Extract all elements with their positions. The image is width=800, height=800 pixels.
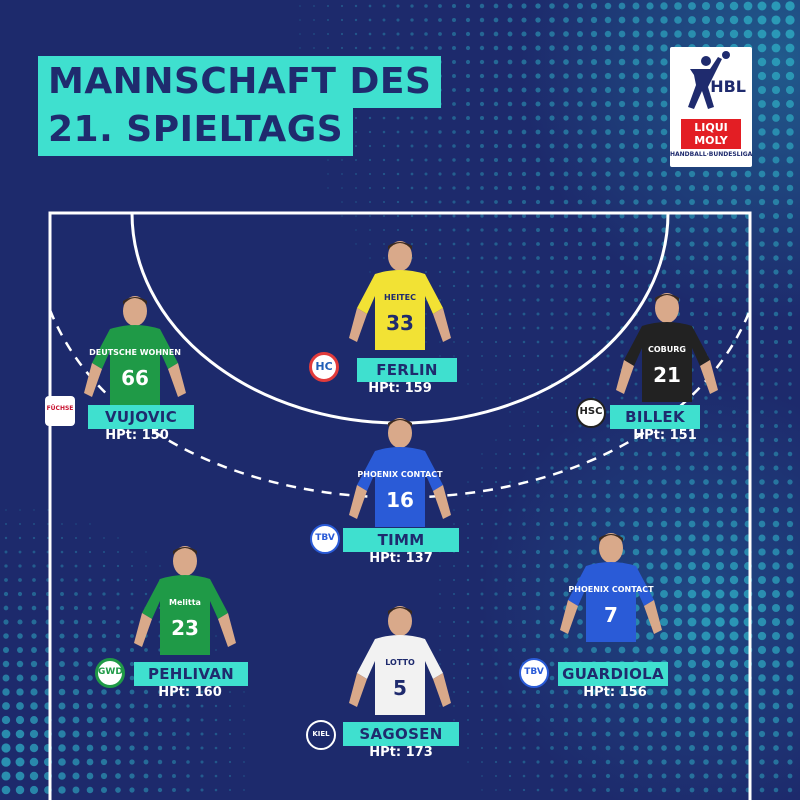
jersey-number: 21	[653, 363, 681, 387]
player-jersey	[357, 447, 443, 527]
player-arms	[349, 308, 451, 342]
handball-player-icon	[688, 51, 730, 109]
club-logo-fuchse-berlin: FÜCHSE	[45, 396, 75, 426]
hbl-wordmark: HBL	[710, 77, 746, 96]
player-guardiola: PHOENIX CONTACT 7	[556, 530, 666, 650]
player-jersey	[92, 325, 178, 405]
jersey-sponsor: COBURG	[648, 345, 686, 354]
jersey-sponsor: DEUTSCHE WOHNEN	[89, 348, 181, 357]
player-arms	[560, 600, 662, 634]
player-jersey	[357, 635, 443, 715]
liqui-moly-mark: LIQUI MOLY	[681, 119, 741, 149]
nametag-vujovic: VUJOVIC	[88, 405, 194, 429]
club-logo-mark: HC	[315, 360, 333, 373]
player-figure: Melitta 23	[134, 546, 236, 655]
player-figure: PHOENIX CONTACT 16	[349, 418, 451, 527]
points-vujovic: HPt: 150	[105, 428, 169, 443]
jersey-number: 66	[121, 366, 149, 390]
club-logo-thw-kiel: KIEL	[306, 720, 336, 750]
jersey-number: 33	[386, 311, 414, 335]
points-timm: HPt: 137	[369, 551, 433, 566]
nametag-ferlin: FERLIN	[357, 358, 457, 382]
logo-caption: HANDBALL·BUNDESLIGA	[670, 151, 753, 158]
points-pehlivan: HPt: 160	[158, 685, 222, 700]
player-head	[388, 418, 412, 448]
jersey-sponsor: LOTTO	[385, 658, 415, 667]
club-logo-mark: HSC	[579, 406, 603, 417]
player-vujovic: DEUTSCHE WOHNEN 66	[80, 293, 190, 413]
nametag-pehlivan: PEHLIVAN	[134, 662, 248, 686]
player-pehlivan: Melitta 23	[130, 543, 240, 663]
player-figure: PHOENIX CONTACT 7	[560, 533, 662, 642]
player-head	[655, 293, 679, 323]
hbl-logo: HBL LIQUI MOLY HANDBALL·BUNDESLIGA	[670, 47, 752, 167]
player-jersey	[142, 575, 228, 655]
points-ferlin: HPt: 159	[368, 381, 432, 396]
club-logo-mark: GWD	[98, 667, 123, 677]
club-logo-mark: FÜCHSE	[46, 405, 74, 412]
player-figure: COBURG 21	[616, 293, 718, 402]
points-sagosen: HPt: 173	[369, 745, 433, 760]
club-logo-hsc-coburg: HSC	[576, 398, 606, 428]
player-ferlin: HEITEC 33	[345, 238, 455, 358]
jersey-sponsor: Melitta	[169, 598, 201, 607]
player-jersey	[568, 562, 654, 642]
nametag-sagosen: SAGOSEN	[343, 722, 459, 746]
player-figure: DEUTSCHE WOHNEN 66	[84, 296, 186, 405]
player-figure: LOTTO 5	[349, 606, 451, 715]
player-jersey	[357, 270, 443, 350]
club-logo-hc-erlangen: HC	[309, 352, 339, 382]
player-billek: COBURG 21	[612, 290, 722, 410]
jersey-number: 5	[393, 676, 407, 700]
nametag-timm: TIMM	[343, 528, 459, 552]
player-head	[173, 546, 197, 576]
player-head	[388, 606, 412, 636]
player-sagosen: LOTTO 5	[345, 603, 455, 723]
club-logo-tbv-lemgo: TBV	[519, 658, 549, 688]
jersey-number: 23	[171, 616, 199, 640]
club-logo-tbv-lemgo: TBV	[310, 524, 340, 554]
player-timm: PHOENIX CONTACT 16	[345, 415, 455, 535]
jersey-sponsor: HEITEC	[384, 293, 416, 302]
nametag-billek: BILLEK	[610, 405, 700, 429]
player-arms	[349, 485, 451, 519]
player-figure: HEITEC 33	[349, 241, 451, 350]
player-arms	[616, 360, 718, 394]
title-line-2: 21. SPIELTAGS	[38, 104, 354, 156]
player-head	[123, 296, 147, 326]
points-billek: HPt: 151	[633, 428, 697, 443]
liqui-moly-line-2: MOLY	[694, 134, 728, 147]
player-head	[599, 533, 623, 563]
nametag-guardiola: GUARDIOLA	[558, 662, 668, 686]
player-arms	[134, 613, 236, 647]
player-arms	[84, 363, 186, 397]
points-guardiola: HPt: 156	[583, 685, 647, 700]
club-logo-mark: TBV	[524, 667, 544, 677]
player-jersey	[624, 322, 710, 402]
club-logo-gwd-minden: GWD	[95, 658, 125, 688]
jersey-sponsor: PHOENIX CONTACT	[568, 585, 654, 594]
jersey-number: 16	[386, 488, 414, 512]
club-logo-mark: TBV	[315, 533, 335, 543]
jersey-number: 7	[604, 603, 618, 627]
player-arms	[349, 673, 451, 707]
club-logo-mark: KIEL	[312, 730, 330, 738]
liqui-moly-line-1: LIQUI	[694, 121, 728, 134]
player-head	[388, 241, 412, 271]
title-line-1: MANNSCHAFT DES	[38, 56, 442, 108]
jersey-sponsor: PHOENIX CONTACT	[357, 470, 443, 479]
